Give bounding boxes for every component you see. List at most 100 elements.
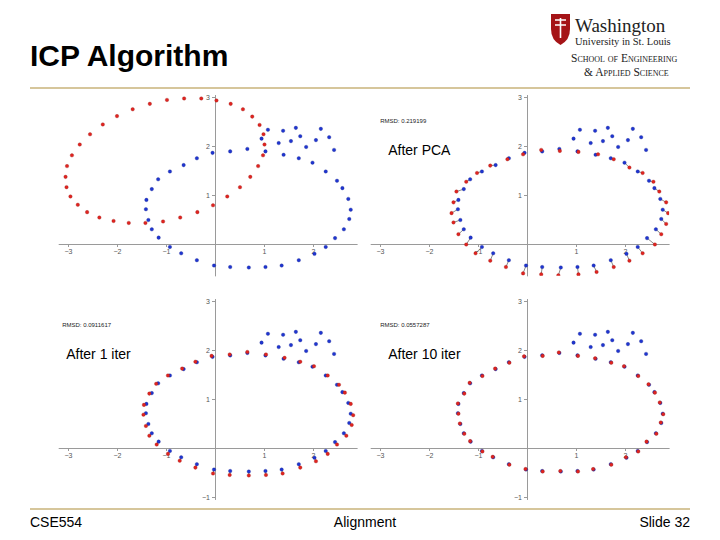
point [155, 443, 159, 447]
point [264, 150, 268, 154]
y-tick: 3 [518, 94, 527, 101]
point [494, 367, 498, 371]
y-tick-mark [524, 97, 527, 98]
point [212, 468, 216, 472]
point [468, 381, 472, 385]
point [457, 402, 461, 406]
point [661, 208, 665, 212]
point [324, 170, 328, 174]
point [636, 374, 640, 378]
point [644, 352, 648, 356]
point [576, 470, 580, 474]
point [521, 153, 525, 157]
point [659, 421, 663, 425]
point [281, 472, 285, 476]
point [664, 201, 668, 205]
point [559, 469, 563, 473]
point [645, 440, 649, 444]
point [327, 135, 331, 139]
x-tick-label: 1 [263, 248, 267, 255]
point [622, 364, 626, 368]
point [572, 341, 576, 345]
point [266, 332, 270, 336]
point [474, 252, 478, 256]
point [264, 353, 268, 357]
point [147, 218, 151, 222]
x-tick-label: −2 [426, 248, 434, 255]
y-tick-mark [212, 146, 215, 147]
point [593, 129, 597, 133]
point [664, 222, 668, 226]
y-tick: 1 [518, 396, 527, 403]
point [260, 341, 264, 345]
point [112, 219, 116, 223]
y-tick-mark [212, 399, 215, 400]
point [115, 114, 119, 118]
point [606, 126, 610, 130]
point [154, 382, 158, 386]
point [626, 342, 630, 346]
y-tick: 1 [518, 192, 527, 199]
point [294, 126, 298, 130]
x-tick-label: −2 [114, 248, 122, 255]
x-tick: 2 [312, 448, 316, 459]
point [150, 228, 154, 232]
point [506, 157, 510, 161]
point [493, 367, 497, 371]
x-tick-mark [117, 448, 118, 451]
point [145, 198, 149, 202]
point [194, 360, 198, 364]
point [540, 354, 544, 358]
point [182, 163, 186, 167]
x-tick-mark [380, 448, 381, 451]
chart-panel: −3−2−112−1123RMSD: 0.0911617After 1 iter [59, 298, 358, 501]
x-tick-label: 2 [624, 248, 628, 255]
point [156, 178, 160, 182]
x-tick: −2 [114, 244, 122, 255]
y-tick-mark [212, 350, 215, 351]
y-axis: 123 [206, 94, 215, 277]
point [659, 232, 663, 236]
x-axis: −3−2−112 [371, 244, 670, 255]
point [559, 470, 563, 474]
point [148, 434, 152, 438]
y-tick-label: 2 [206, 143, 210, 150]
stage-label: After 10 iter [388, 346, 461, 362]
point [335, 443, 339, 447]
y-tick-mark [524, 146, 527, 147]
point [314, 342, 318, 346]
point [457, 198, 461, 202]
point [504, 265, 508, 269]
y-tick-label: −1 [202, 494, 210, 501]
x-tick: 1 [263, 244, 267, 255]
x-tick-mark [429, 244, 430, 247]
x-axis-line [371, 244, 670, 245]
x-tick-mark [478, 448, 479, 451]
y-tick-label: 3 [518, 298, 522, 305]
point [211, 355, 215, 359]
point [636, 170, 640, 174]
point [626, 138, 630, 142]
point [616, 349, 620, 353]
point [312, 364, 316, 368]
rmsd-label: RMSD: 0.219199 [380, 118, 427, 124]
point [623, 161, 627, 165]
point [211, 204, 215, 208]
point [578, 128, 582, 132]
point [591, 467, 595, 471]
point [178, 216, 182, 220]
x-tick: 2 [624, 244, 628, 255]
point [609, 361, 613, 365]
series-points [456, 351, 665, 474]
point [215, 99, 219, 103]
point [541, 470, 545, 474]
y-tick-mark [524, 195, 527, 196]
point [294, 330, 298, 334]
point [539, 148, 543, 152]
point [64, 175, 68, 179]
point [557, 351, 561, 355]
point [144, 207, 148, 211]
point [457, 412, 461, 416]
x-tick-mark [625, 448, 626, 451]
point [326, 374, 330, 378]
